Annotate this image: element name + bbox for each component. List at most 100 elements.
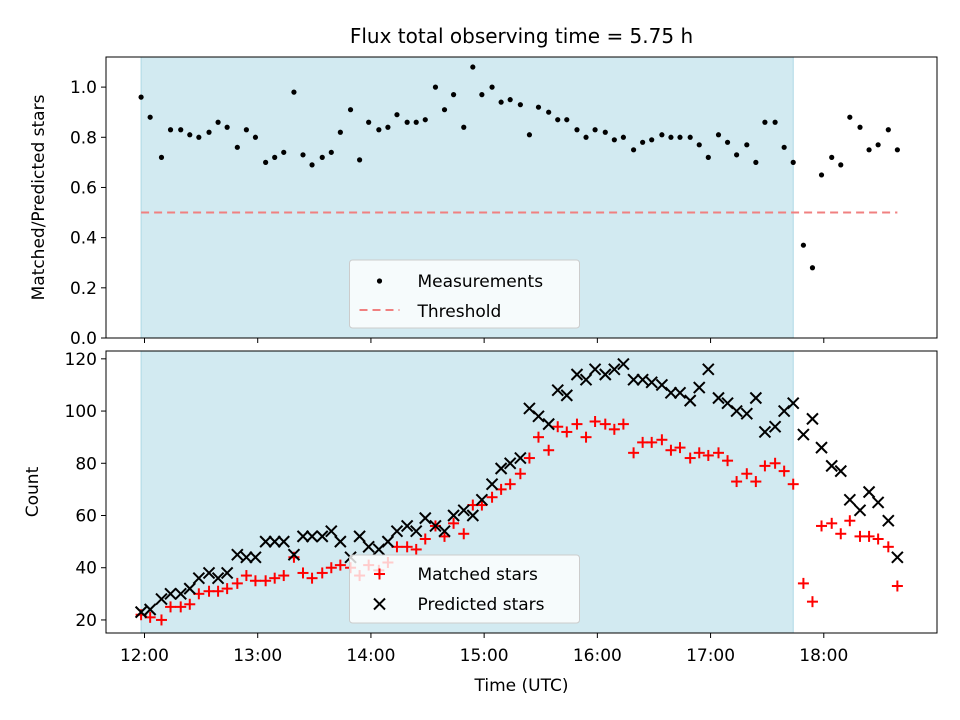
- predicted-star-point: [183, 582, 196, 595]
- matched-star-point: [448, 517, 460, 529]
- x-tick-label: 13:00: [233, 646, 282, 666]
- predicted-star-point: [730, 404, 743, 418]
- predicted-star-point: [834, 464, 847, 478]
- measurement-point: [705, 154, 711, 160]
- predicted-star-point: [287, 548, 301, 561]
- x-tick-label: 18:00: [799, 646, 848, 666]
- measurement-point: [404, 119, 410, 125]
- matched-star-point: [826, 517, 838, 529]
- matched-star-point: [486, 491, 498, 503]
- predicted-star-point: [174, 587, 187, 601]
- top-measurements-points: [138, 64, 900, 271]
- measurement-point: [178, 127, 184, 133]
- predicted-star-point: [155, 592, 168, 606]
- measurement-point: [147, 114, 153, 120]
- predicted-star-point: [853, 504, 867, 517]
- predicted-star-point: [787, 397, 800, 410]
- matched-star-point: [759, 460, 771, 472]
- measurement-point: [602, 129, 608, 135]
- predicted-star-point: [617, 357, 630, 371]
- bottom-y-tick-label: 80: [75, 454, 97, 474]
- measurement-point: [432, 84, 439, 90]
- predicted-star-point: [305, 530, 319, 543]
- measurement-point: [263, 159, 269, 165]
- predicted-star-point: [249, 551, 262, 564]
- predicted-star-point: [882, 514, 895, 527]
- matched-star-point: [231, 577, 243, 589]
- measurement-point: [762, 119, 768, 125]
- predicted-star-point: [259, 535, 272, 548]
- top-y-tick-label: 1.0: [70, 78, 97, 98]
- predicted-star-point: [570, 368, 584, 381]
- measurement-point: [630, 147, 637, 153]
- predicted-star-point: [316, 530, 329, 543]
- matched-star-point: [787, 478, 799, 490]
- measurement-point: [583, 134, 589, 140]
- measurement-point: [744, 142, 750, 148]
- predicted-star-point: [825, 459, 838, 473]
- x-tick-label: 17:00: [686, 646, 735, 666]
- legend-threshold-label: Threshold: [417, 302, 502, 322]
- matched-star-point: [580, 431, 592, 443]
- measurement-point: [611, 137, 617, 143]
- matched-star-point: [891, 580, 903, 592]
- measurement-point: [281, 149, 287, 155]
- bottom-y-axis-label: Count: [23, 466, 43, 517]
- matched-star-point: [571, 418, 583, 430]
- top-y-axis-label: Matched/Predicted stars: [29, 94, 49, 300]
- matched-star-point: [674, 442, 686, 454]
- top-legend: Measurements Threshold: [349, 259, 580, 329]
- matched-star-point: [722, 455, 734, 467]
- measurement-point: [309, 162, 315, 168]
- matched-star-point: [316, 567, 328, 579]
- matched-star-point: [797, 577, 809, 589]
- predicted-star-point: [202, 566, 216, 580]
- predicted-star-point: [645, 376, 658, 389]
- measurement-point: [724, 139, 731, 145]
- matched-star-point: [617, 418, 629, 430]
- measurement-point: [507, 97, 513, 103]
- measurement-point: [574, 127, 580, 133]
- predicted-star-point: [334, 535, 347, 548]
- measurement-point: [875, 142, 881, 148]
- predicted-star-point: [891, 551, 904, 564]
- measurement-point: [555, 117, 561, 123]
- top-y-tick-label: 0.6: [70, 178, 97, 198]
- matched-star-point: [155, 614, 167, 626]
- measurement-point: [715, 132, 722, 138]
- measurement-point: [319, 154, 325, 160]
- matched-star-point: [816, 520, 828, 532]
- predicted-star-point: [362, 540, 375, 554]
- bottom-y-ticks: 20 40 60 80 100 120: [65, 350, 106, 631]
- predicted-star-point: [503, 457, 517, 470]
- top-axes-frame: [105, 56, 938, 339]
- top-y-tick-label: 0.0: [70, 329, 97, 349]
- bottom-panel: 20 40 60 80 100 120 12:00 13:00 14:00 15:00 16:00…: [23, 350, 938, 696]
- matched-star-point: [702, 449, 714, 461]
- measurement-point: [470, 64, 476, 70]
- predicted-star-point: [740, 407, 754, 420]
- measurement-point: [366, 119, 372, 125]
- matched-star-point: [184, 598, 196, 610]
- measurement-point: [696, 142, 702, 148]
- predicted-star-point: [797, 428, 810, 441]
- measurement-point: [252, 134, 259, 140]
- predicted-star-point: [683, 394, 697, 407]
- matched-star-point: [693, 447, 705, 459]
- predicted-star-point: [325, 524, 338, 538]
- matched-star-point: [589, 416, 601, 427]
- matched-star-point: [769, 457, 781, 469]
- matched-star-point: [863, 530, 875, 542]
- matched-star-point: [458, 528, 470, 540]
- top-y-ticks: 0.0 0.2 0.4 0.6 0.8 1.0: [70, 78, 106, 349]
- bottom-y-tick-label: 60: [75, 507, 97, 527]
- measurement-point: [187, 132, 193, 138]
- bottom-y-tick-label: 40: [75, 559, 97, 579]
- measurement-point: [450, 92, 457, 98]
- measurement-point: [781, 144, 787, 150]
- measurement-point: [847, 114, 853, 120]
- predicted-star-point: [551, 383, 564, 397]
- matched-star-point: [240, 570, 252, 582]
- predicted-star-point: [381, 535, 395, 548]
